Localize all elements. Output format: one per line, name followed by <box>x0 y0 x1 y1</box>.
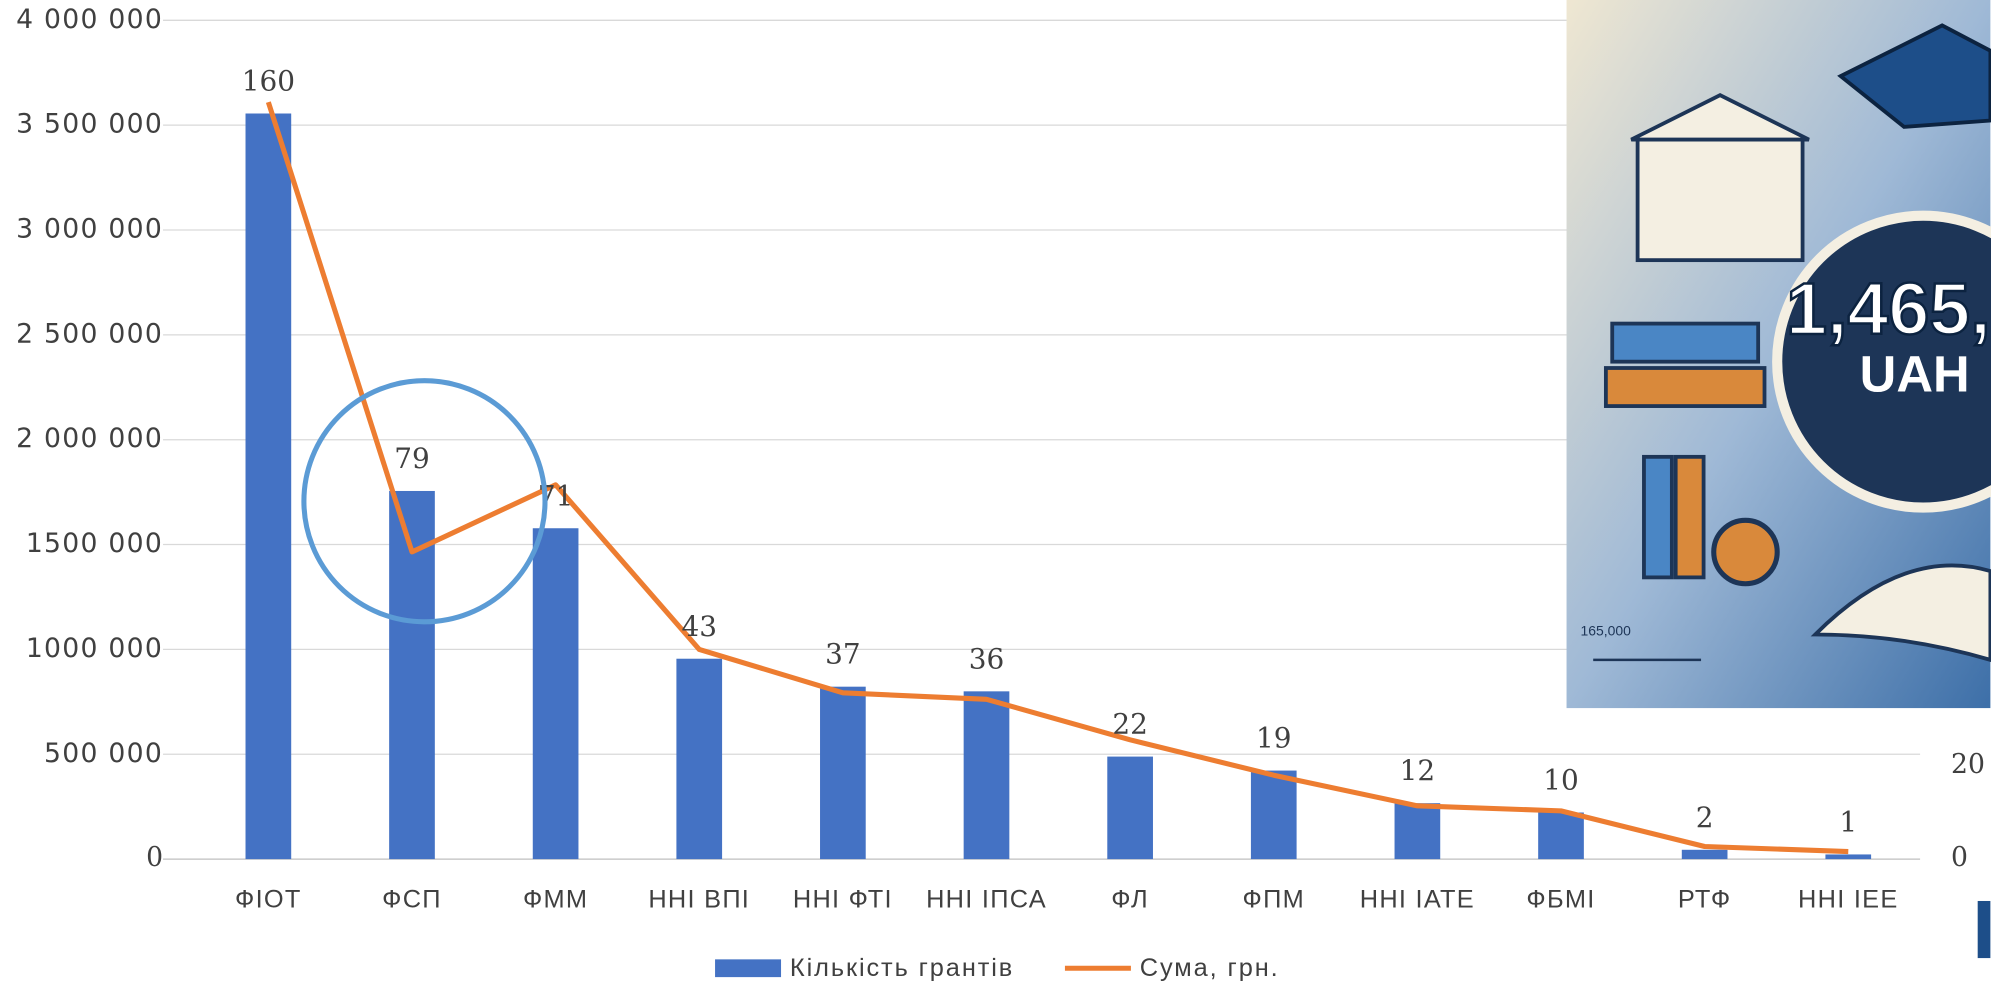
logo <box>1977 900 1991 959</box>
y-tick-label: 3 000 000 <box>16 214 163 245</box>
data-label: 1 <box>1839 805 1857 838</box>
data-label: 10 <box>1543 764 1579 797</box>
inset-currency: UAH <box>1860 346 1970 403</box>
data-label: 36 <box>969 642 1005 675</box>
inset-amount: 1,465,0 <box>1786 267 1991 350</box>
line <box>265 101 1849 855</box>
bar <box>245 113 292 860</box>
x-tick-label: ННІ ФТІ <box>793 886 893 914</box>
bar <box>820 686 866 860</box>
y2-tick-label: 0 <box>1951 842 1968 873</box>
data-label: 19 <box>1256 722 1292 755</box>
bar <box>1394 803 1441 860</box>
y-tick-label: 4 000 000 <box>16 4 163 35</box>
data-label: 79 <box>394 442 430 475</box>
bar <box>1538 812 1584 860</box>
bar <box>1681 849 1728 860</box>
data-label: 160 <box>242 65 295 98</box>
y-tick-label: 1000 000 <box>26 633 163 664</box>
y-tick-label: 0 <box>146 842 163 873</box>
y-tick-label: 2 000 000 <box>16 423 163 454</box>
bar <box>1107 756 1153 860</box>
x-tick-label: ННІ ІАТЕ <box>1360 886 1475 914</box>
inset-small-label: 165,000 <box>1581 623 1632 639</box>
y-tick-label: 500 000 <box>44 738 163 769</box>
y-tick-label: 2 500 000 <box>16 318 163 349</box>
x-tick-label: ФІОТ <box>235 886 302 914</box>
data-label: 22 <box>1112 708 1148 741</box>
bar <box>1825 854 1872 860</box>
data-label: 43 <box>681 610 717 643</box>
x-tick-label: ННІ ІПСА <box>926 886 1047 914</box>
bar <box>1250 770 1297 860</box>
legend-swatch <box>715 959 782 978</box>
bar <box>963 691 1010 860</box>
x-tick-label: ФММ <box>523 886 588 914</box>
data-label: 37 <box>825 638 861 671</box>
bar <box>676 658 723 860</box>
data-label: 2 <box>1696 801 1714 834</box>
y-tick-label: 3 500 000 <box>16 109 163 140</box>
inset-image: 1,465,0 UAH 165,000 <box>1566 0 1991 709</box>
x-tick-label: ФСП <box>382 886 442 914</box>
y2-tick-label: 20 <box>1951 749 1985 780</box>
x-tick-label: РТФ <box>1678 886 1732 914</box>
x-tick-label: ННІ ІЕЕ <box>1798 886 1898 914</box>
x-tick-label: ННІ ВПІ <box>648 886 750 914</box>
x-tick-label: ФПМ <box>1243 886 1305 914</box>
x-tick-label: ФЛ <box>1111 886 1149 914</box>
bar <box>532 528 579 860</box>
highlight-circle <box>301 378 548 625</box>
legend-label: Сума, грн. <box>1140 954 1280 982</box>
x-tick-label: ФБМІ <box>1526 886 1595 914</box>
y-tick-label: 1500 000 <box>26 528 163 559</box>
legend-label: Кількість грантів <box>790 954 1014 982</box>
data-label: 12 <box>1400 754 1436 787</box>
